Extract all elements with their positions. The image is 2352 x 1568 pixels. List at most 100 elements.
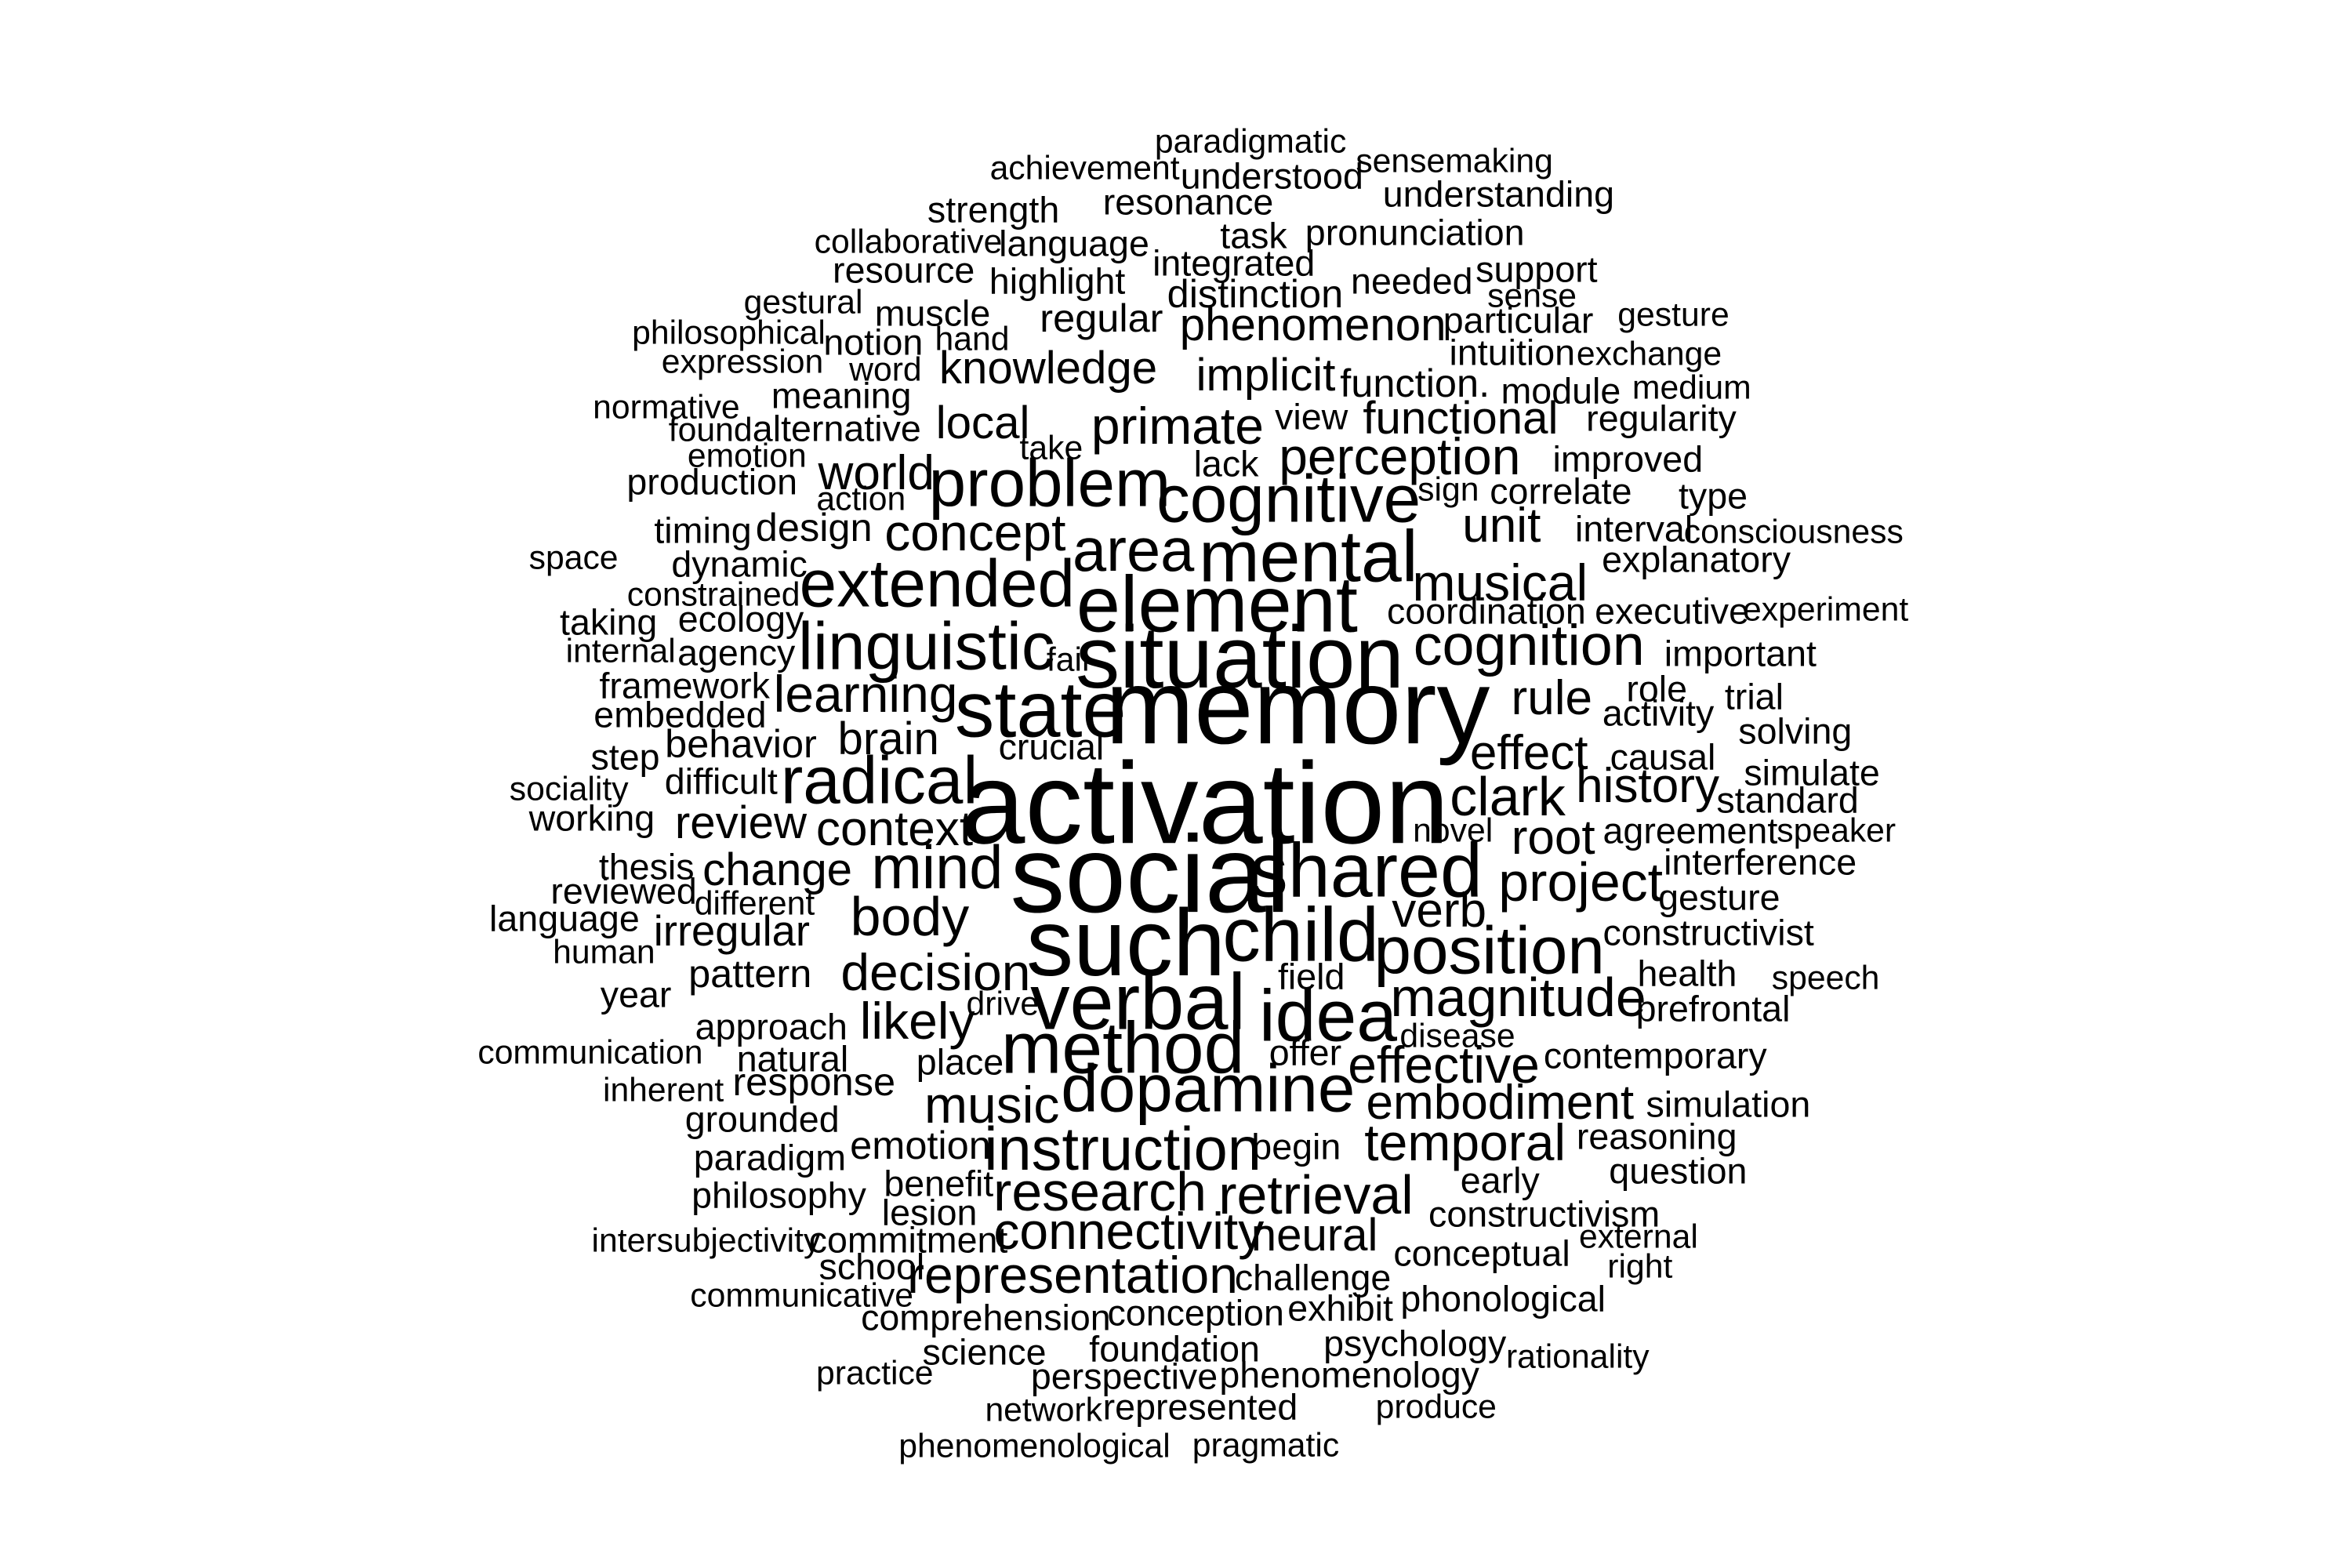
cloud-word-pragmatic: pragmatic bbox=[1192, 1426, 1340, 1465]
cloud-word-psychology: psychology bbox=[1323, 1323, 1507, 1364]
cloud-word-effect: effect bbox=[1469, 725, 1588, 780]
cloud-word-conceptual: conceptual bbox=[1393, 1232, 1570, 1274]
cloud-word-verbal: verbal bbox=[1030, 958, 1246, 1047]
cloud-word-represented: represented bbox=[1102, 1386, 1298, 1428]
cloud-word-state: state bbox=[954, 666, 1127, 754]
cloud-word-experiment: experiment bbox=[1743, 590, 1909, 629]
cloud-word-intersubjectivity: intersubjectivity bbox=[591, 1222, 821, 1261]
cloud-word-explanatory: explanatory bbox=[1602, 539, 1791, 580]
cloud-word-learning: learning bbox=[773, 664, 958, 723]
cloud-word-pattern: pattern bbox=[688, 950, 812, 996]
cloud-word-practice: practice bbox=[816, 1354, 934, 1392]
cloud-word-likely: likely bbox=[859, 992, 975, 1051]
cloud-word-gesture: gesture bbox=[1658, 877, 1780, 918]
cloud-word-emotion: emotion bbox=[687, 437, 807, 475]
cloud-word-perspective: perspective bbox=[1030, 1356, 1218, 1397]
cloud-word-distinction: distinction bbox=[1167, 270, 1344, 316]
cloud-word-agency: agency bbox=[677, 632, 796, 673]
cloud-word-behavior: behavior bbox=[665, 720, 817, 766]
cloud-word-word: word bbox=[849, 350, 922, 389]
cloud-word-collaborative: collaborative bbox=[814, 223, 1003, 261]
cloud-word-agreement: agreement bbox=[1602, 810, 1778, 851]
cloud-word-strength: strength bbox=[927, 189, 1060, 230]
cloud-word-reviewed: reviewed bbox=[550, 870, 697, 912]
cloud-word-knowledge: knowledge bbox=[938, 342, 1158, 394]
cloud-word-root: root bbox=[1511, 811, 1595, 866]
cloud-word-support: support bbox=[1475, 249, 1598, 290]
cloud-word-idea: idea bbox=[1258, 975, 1398, 1057]
cloud-word-cognitive: cognitive bbox=[1156, 461, 1421, 536]
cloud-word-consciousness: consciousness bbox=[1683, 513, 1904, 551]
cloud-word-intuition: intuition bbox=[1449, 332, 1576, 373]
cloud-word-shared: shared bbox=[1250, 827, 1483, 913]
cloud-word-framework: framework bbox=[599, 665, 770, 706]
cloud-word-gestural: gestural bbox=[743, 283, 863, 321]
cloud-word-foundation: foundation bbox=[1089, 1328, 1260, 1370]
cloud-word-communicative: communicative bbox=[690, 1276, 913, 1315]
cloud-word-effective: effective bbox=[1348, 1036, 1540, 1094]
cloud-word-perception: perception bbox=[1279, 427, 1521, 486]
cloud-word-view: view bbox=[1275, 396, 1348, 437]
cloud-word-phenomenon: phenomenon bbox=[1179, 299, 1446, 351]
cloud-word-found: found bbox=[668, 411, 753, 449]
cloud-word-improved: improved bbox=[1552, 438, 1704, 480]
cloud-word-rationality: rationality bbox=[1505, 1338, 1650, 1376]
cloud-word-coordination: coordination bbox=[1386, 590, 1586, 632]
cloud-word-meaning: meaning bbox=[771, 375, 912, 416]
cloud-word-activity: activity bbox=[1602, 692, 1715, 734]
cloud-word-language: language bbox=[489, 898, 640, 939]
cloud-word-clark: clark bbox=[1450, 765, 1566, 827]
cloud-word-philosophical: philosophical bbox=[632, 314, 826, 352]
cloud-word-radical: radical bbox=[780, 742, 978, 818]
cloud-word-type: type bbox=[1678, 475, 1748, 517]
cloud-word-musical: musical bbox=[1412, 554, 1588, 612]
cloud-word-communication: communication bbox=[477, 1033, 703, 1072]
cloud-word-correlate: correlate bbox=[1490, 470, 1632, 512]
cloud-word-resource: resource bbox=[833, 250, 975, 292]
cloud-word-question: question bbox=[1609, 1150, 1748, 1192]
cloud-word-speaker: speaker bbox=[1777, 811, 1896, 850]
cloud-word-step: step bbox=[590, 737, 660, 779]
cloud-word-phenomenology: phenomenology bbox=[1219, 1354, 1479, 1396]
cloud-word-working: working bbox=[528, 797, 655, 839]
cloud-word-highlight: highlight bbox=[989, 260, 1126, 302]
cloud-word-embodiment: embodiment bbox=[1366, 1075, 1635, 1130]
cloud-word-normative: normative bbox=[593, 388, 740, 426]
cloud-word-activation: activation bbox=[960, 738, 1450, 868]
cloud-word-fail: fail bbox=[1046, 641, 1090, 679]
cloud-word-thesis: thesis bbox=[598, 846, 695, 887]
cloud-word-executive: executive bbox=[1595, 590, 1750, 632]
cloud-word-muscle: muscle bbox=[874, 292, 991, 334]
cloud-word-needed: needed bbox=[1351, 260, 1473, 302]
cloud-word-hand: hand bbox=[935, 320, 1010, 358]
cloud-word-comprehension: comprehension bbox=[861, 1297, 1111, 1338]
cloud-word-gesture: gesture bbox=[1617, 296, 1730, 334]
cloud-word-prefrontal: prefrontal bbox=[1635, 988, 1791, 1029]
cloud-word-philosophy: philosophy bbox=[691, 1174, 866, 1216]
cloud-word-mental: mental bbox=[1199, 515, 1418, 597]
cloud-word-solving: solving bbox=[1738, 711, 1853, 753]
cloud-word-brain: brain bbox=[837, 713, 939, 764]
cloud-word-network: network bbox=[985, 1391, 1102, 1429]
cloud-word-paradigm: paradigm bbox=[693, 1137, 847, 1178]
cloud-word-magnitude: magnitude bbox=[1390, 967, 1646, 1029]
cloud-word-regularity: regularity bbox=[1586, 397, 1737, 439]
cloud-word-expression: expression bbox=[661, 343, 824, 381]
cloud-word-social: social bbox=[1010, 812, 1290, 935]
cloud-word-sense: sense bbox=[1487, 278, 1577, 316]
cloud-word-achievement: achievement bbox=[989, 150, 1180, 188]
cloud-word-offer: offer bbox=[1269, 1032, 1342, 1073]
cloud-word-phenomenological: phenomenological bbox=[898, 1428, 1171, 1466]
cloud-word-verb: verb bbox=[1392, 884, 1487, 938]
cloud-word-dopamine: dopamine bbox=[1061, 1051, 1356, 1127]
cloud-word-early: early bbox=[1460, 1160, 1540, 1201]
cloud-word-neural: neural bbox=[1250, 1209, 1378, 1261]
cloud-word-reasoning: reasoning bbox=[1576, 1116, 1737, 1157]
cloud-word-approach: approach bbox=[695, 1006, 848, 1047]
cloud-word-interference: interference bbox=[1664, 842, 1857, 883]
cloud-word-timing: timing bbox=[654, 510, 752, 551]
cloud-word-element: element bbox=[1076, 561, 1358, 649]
cloud-word-internal: internal bbox=[565, 632, 676, 670]
cloud-word-history: history bbox=[1576, 759, 1720, 814]
cloud-word-design: design bbox=[755, 505, 873, 550]
